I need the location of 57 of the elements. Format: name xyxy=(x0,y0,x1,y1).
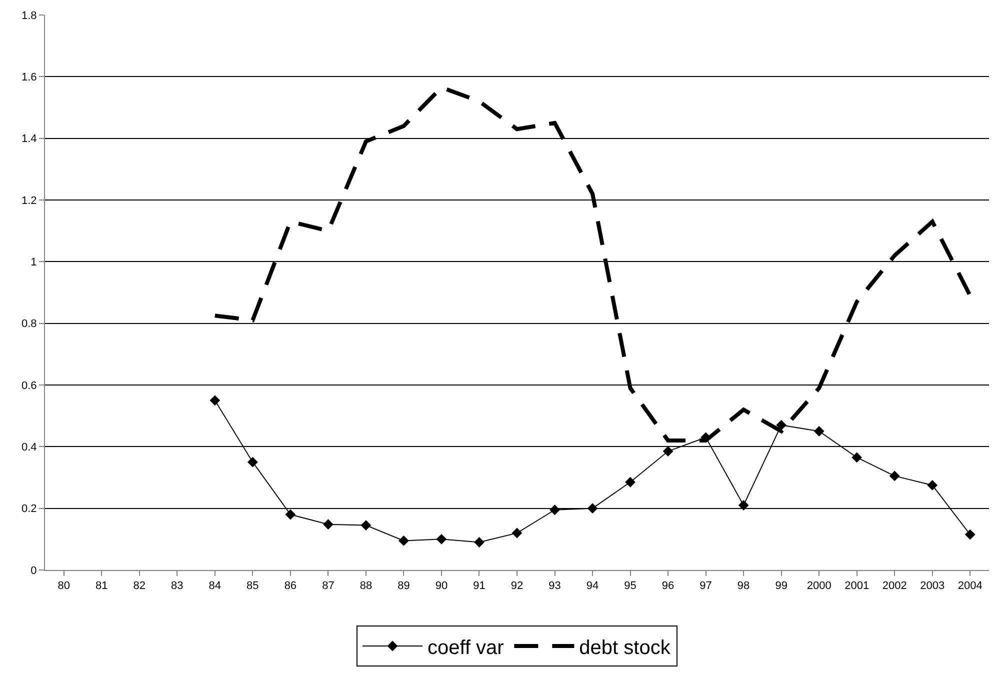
point xyxy=(662,446,674,456)
point xyxy=(436,534,447,544)
point xyxy=(889,470,900,482)
y-tick-label: 0.8 xyxy=(22,318,37,330)
legend-label: debt stock xyxy=(579,636,672,659)
point xyxy=(776,420,787,430)
x-tick-label: 82 xyxy=(133,580,146,592)
point xyxy=(247,456,258,468)
x-tick-label: 83 xyxy=(171,580,184,592)
y-tick-label: 0 xyxy=(30,564,37,577)
point xyxy=(738,500,749,510)
point xyxy=(587,503,598,514)
x-tick-label: 2000 xyxy=(806,580,832,592)
x-tick-label: 99 xyxy=(775,580,788,592)
legend-label: coeff var xyxy=(428,636,504,659)
x-tick-label: 2002 xyxy=(882,580,907,592)
x-tick-label: 94 xyxy=(586,580,599,592)
point xyxy=(852,452,862,463)
x-tick-label: 85 xyxy=(246,580,259,592)
x-tick-label: 87 xyxy=(322,580,334,592)
x-tick-label: 90 xyxy=(435,580,448,592)
x-tick-label: 92 xyxy=(510,580,524,592)
x-tick-label: 97 xyxy=(700,580,712,592)
x-tick-label: 2004 xyxy=(958,580,982,592)
y-tick-label: 0.2 xyxy=(22,503,37,516)
y-tick-label: 1.6 xyxy=(22,72,37,84)
point xyxy=(964,529,976,540)
x-tick-label: 80 xyxy=(58,580,70,592)
point xyxy=(360,520,372,530)
y-tick-label: 0.6 xyxy=(22,380,37,392)
point xyxy=(398,536,409,546)
x-tick-label: 89 xyxy=(398,580,410,592)
point xyxy=(512,528,522,538)
x-tick-label: 98 xyxy=(737,580,750,592)
x-tick-label: 86 xyxy=(284,580,297,592)
point xyxy=(625,476,636,488)
x-tick-label: 2001 xyxy=(844,580,870,592)
x-tick-label: 96 xyxy=(662,580,674,592)
point xyxy=(927,480,938,490)
y-tick-label: 1.4 xyxy=(22,133,37,146)
x-tick-label: 2003 xyxy=(920,580,945,592)
x-tick-label: 91 xyxy=(473,580,486,592)
y-tick-label: 1.8 xyxy=(22,10,37,22)
point xyxy=(474,537,484,548)
x-tick-label: 88 xyxy=(360,580,372,592)
y-tick-label: 1.2 xyxy=(22,194,37,207)
x-tick-label: 84 xyxy=(208,580,222,592)
point xyxy=(550,504,560,516)
y-tick-label: 0.4 xyxy=(22,442,37,454)
x-tick-label: 93 xyxy=(548,580,561,592)
point xyxy=(814,426,824,436)
x-tick-label: 81 xyxy=(96,580,108,592)
point xyxy=(210,395,220,406)
point xyxy=(285,509,296,520)
point xyxy=(323,519,334,530)
x-tick-label: 95 xyxy=(624,580,636,592)
y-tick-label: 1 xyxy=(30,256,37,269)
